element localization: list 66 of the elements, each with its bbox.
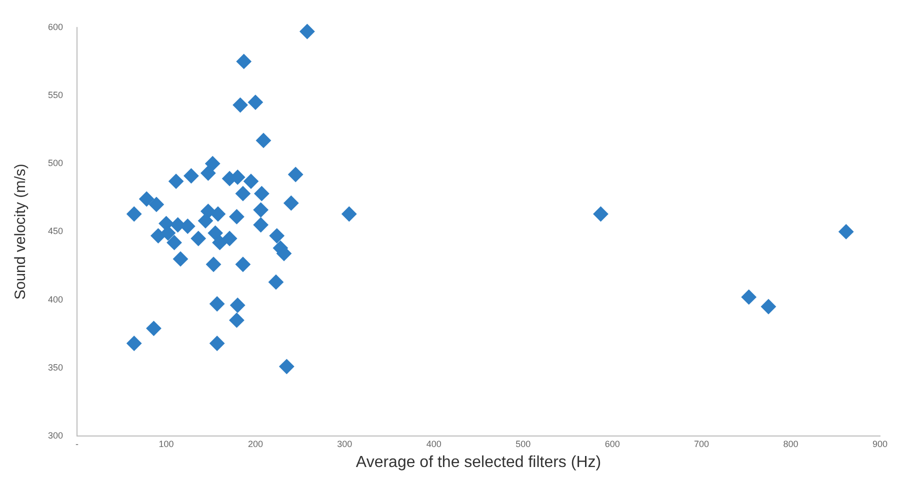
point: [284, 196, 299, 211]
point: [184, 168, 199, 184]
point: [269, 228, 284, 244]
point: [838, 224, 854, 240]
point: [243, 174, 258, 189]
y-tick-label: 350: [48, 362, 64, 372]
y-tick-label: 400: [48, 294, 64, 304]
x-tick-label: 800: [783, 438, 798, 449]
point: [229, 312, 244, 328]
point: [593, 206, 608, 222]
point: [212, 235, 228, 250]
x-tick-label: -: [76, 438, 79, 449]
point: [342, 206, 357, 222]
point: [268, 274, 284, 290]
point: [300, 24, 315, 39]
x-tick-label: 300: [337, 438, 352, 449]
y-tick-label: 600: [48, 22, 64, 32]
x-tick-label: 100: [158, 438, 174, 449]
x-tick-label: 600: [604, 438, 620, 449]
point: [166, 235, 182, 250]
x-tick-label: 900: [872, 438, 888, 449]
point: [168, 174, 184, 189]
point: [210, 336, 225, 351]
point: [210, 206, 226, 222]
point: [180, 218, 196, 234]
point: [235, 256, 250, 272]
point: [139, 192, 154, 207]
point: [741, 290, 756, 305]
x-tick-label: 400: [426, 438, 442, 449]
point: [230, 298, 246, 313]
point: [279, 359, 294, 374]
point: [208, 226, 223, 241]
point: [160, 226, 176, 241]
y-tick-label: 300: [48, 430, 64, 440]
point: [126, 336, 142, 351]
point: [126, 206, 142, 222]
point: [205, 156, 220, 172]
point: [148, 196, 164, 212]
point: [210, 296, 225, 312]
point: [253, 202, 268, 218]
point: [288, 166, 304, 182]
point: [256, 132, 271, 148]
point: [236, 54, 252, 69]
point: [173, 251, 188, 266]
point: [253, 217, 268, 232]
point: [254, 186, 270, 202]
point: [200, 166, 216, 181]
y-tick-label: 500: [48, 158, 64, 168]
x-axis-title: Average of the selected filters (Hz): [356, 454, 602, 471]
point: [222, 231, 238, 246]
x-tick-label: 700: [694, 438, 710, 449]
y-axis-title: Sound velocity (m/s): [12, 164, 30, 300]
point: [760, 299, 776, 314]
point: [150, 228, 166, 244]
x-tick-label: 200: [248, 438, 263, 449]
point: [146, 320, 162, 336]
point: [206, 256, 222, 272]
point: [248, 94, 263, 110]
point: [190, 231, 206, 246]
point: [198, 213, 213, 228]
point: [229, 209, 244, 224]
y-tick-label: 450: [48, 226, 64, 236]
point: [235, 186, 250, 202]
y-tick-label: 550: [48, 90, 64, 100]
point: [232, 98, 248, 113]
x-tick-label: 500: [516, 438, 531, 449]
